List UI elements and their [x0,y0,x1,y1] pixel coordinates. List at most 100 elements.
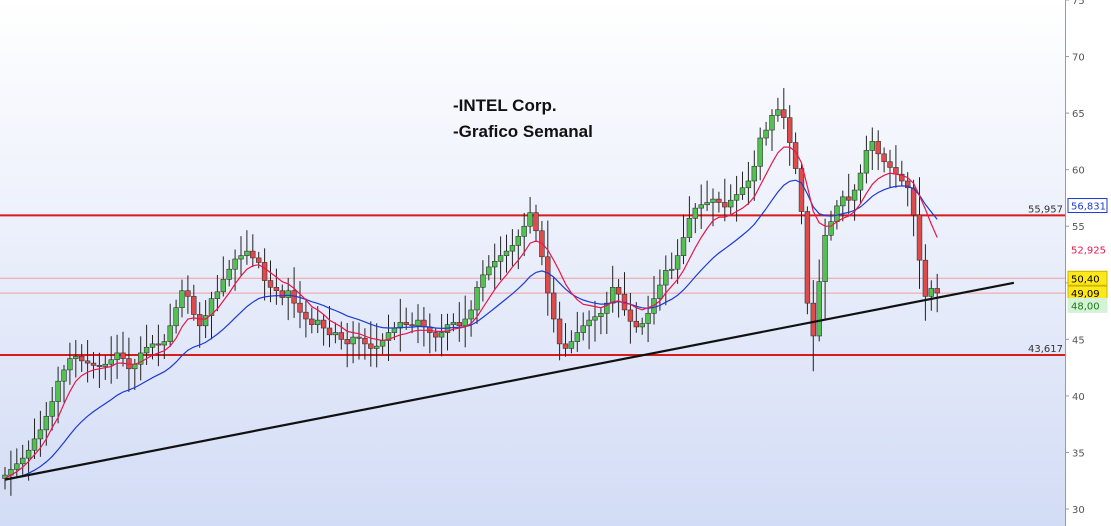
candle-up [521,225,527,237]
candle-down [716,198,722,203]
y-tick-label: 60 [1072,166,1085,177]
candle-up [710,198,716,203]
y-tick-label: 45 [1072,335,1085,346]
candle-up [598,313,604,318]
candle-up [509,245,516,252]
candle-up [686,218,693,238]
plot-background [0,0,1065,526]
price-tag-box [1067,297,1108,313]
candle-down [356,336,362,339]
reference-lines [0,277,1065,294]
price-tag-box [1067,242,1108,258]
candle-down [279,290,285,298]
trendline [4,281,1015,481]
candle-up [851,189,858,201]
candle-up [462,318,468,327]
price-tag-label: 52,925 [1071,246,1106,257]
candle-up [391,327,398,333]
y-tick-label: 40 [1072,392,1085,403]
candle-down [191,296,197,315]
candle-up [834,205,840,223]
candle-down [615,287,622,295]
candle-up [491,261,498,268]
candle-up [527,212,533,227]
price-tag-box [1067,270,1108,286]
candle-up [816,281,822,337]
candle-up [727,199,734,208]
candle-up [657,284,663,299]
ema-fast-line [4,146,938,480]
candle-up [733,194,740,201]
candle-up [61,369,67,382]
candle-down [403,322,409,325]
candle-up [114,352,120,361]
candle-up [450,322,457,325]
price-tag-label: 50,40 [1071,274,1100,285]
candle-down [197,314,203,327]
candle-down [887,161,893,168]
candle-down [267,280,274,288]
candle-up [580,325,586,333]
candle-up [586,319,592,327]
candle-up [840,196,846,207]
candle-up [220,279,226,293]
candle-up [373,345,380,349]
price-tag-label: 56,831 [1071,202,1106,213]
candle-down [338,332,344,340]
candle-up [863,150,870,174]
level-label: 43,617 [1028,344,1063,355]
candle-up [19,457,26,465]
candle-up [668,268,675,271]
candle-down [320,319,327,329]
candle-down [344,339,350,345]
candle-up [208,298,215,316]
ema-slow-line [4,179,938,481]
candle-up [468,309,474,320]
candle-down [421,319,427,328]
candle-up [67,358,73,371]
candles [2,88,940,496]
trendline-group [4,281,1015,481]
moving-averages [4,146,938,481]
candle-up [592,316,598,321]
candle-up [202,315,209,327]
candle-up [138,352,144,365]
candle-up [108,359,114,365]
y-axis-ticks: 30354045505560657075 [1065,0,1085,516]
candle-up [680,237,687,256]
y-tick-label: 35 [1072,448,1085,459]
candle-up [604,302,610,314]
candle-up [332,332,339,336]
candle-up [739,187,746,195]
candle-up [73,356,79,359]
candle-down [786,117,793,143]
candle-up [645,313,651,324]
candle-up [869,141,876,151]
annotation-subtitle: -Grafico Semanal [453,122,593,141]
candle-down [409,324,415,327]
candle-up [639,323,645,328]
candle-up [757,137,763,167]
candle-up [674,255,681,270]
candle-down [804,211,811,304]
candle-up [132,363,138,370]
candle-down [261,262,268,281]
candle-up [173,307,179,327]
candle-up [486,266,492,276]
candle-up [609,287,616,304]
candle-up [775,109,781,116]
candle-up [497,255,504,262]
candle-down [904,180,911,189]
candle-up [751,165,758,182]
price-tag-label: 49,09 [1071,289,1100,300]
candle-up [102,363,109,367]
candle-up [149,343,156,348]
candle-up [745,180,752,189]
candle-down [899,173,905,182]
candle-up [14,463,20,470]
candle-down [297,302,303,313]
candle-up [704,202,710,206]
annotation-title: -INTEL Corp. [453,96,557,115]
